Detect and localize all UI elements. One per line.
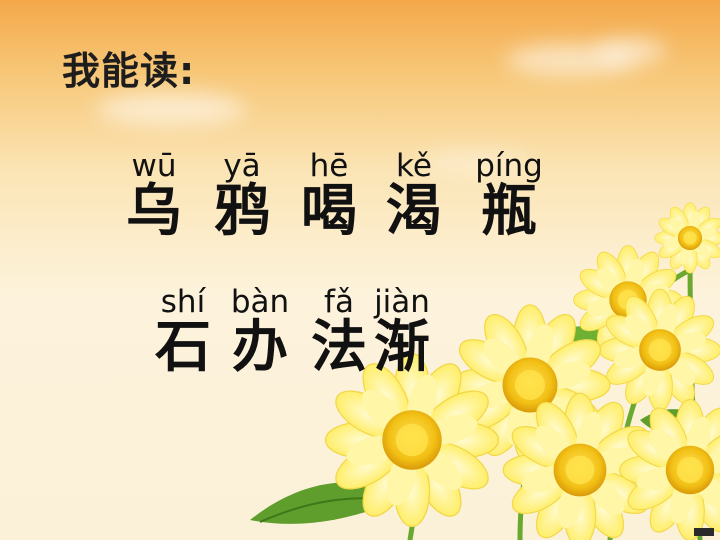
hanzi-character: 办	[232, 315, 288, 380]
word-cell-ke: kě 渴	[366, 150, 462, 242]
pinyin-label: shí	[160, 284, 206, 320]
hanzi-character: 石	[155, 315, 211, 380]
hanzi-character: 渐	[374, 315, 430, 380]
word-cell-jian: jiàn 渐	[354, 286, 450, 378]
pinyin-label: bàn	[230, 284, 290, 320]
cloud	[420, 150, 530, 174]
word-cell-ya: yā 鸦	[194, 150, 290, 242]
word-cell-fa: fǎ 法	[291, 286, 387, 378]
pinyin-label: hē	[309, 148, 349, 184]
pinyin-label: píng	[475, 148, 543, 184]
word-cell-ping: píng 瓶	[461, 150, 557, 242]
word-cell-he: hē 喝	[281, 150, 377, 242]
hanzi-character: 乌	[126, 179, 182, 244]
hanzi-character: 鸦	[214, 179, 270, 244]
pinyin-label: wū	[131, 148, 177, 184]
word-cell-shi: shí 石	[135, 286, 231, 378]
corner-watermark	[694, 528, 714, 536]
hanzi-character: 法	[311, 315, 367, 380]
word-cell-wu: wū 乌	[106, 150, 202, 242]
hanzi-character: 喝	[301, 179, 357, 244]
pinyin-label: fǎ	[324, 284, 354, 320]
pinyin-label: jiàn	[374, 284, 430, 320]
word-cell-ban: bàn 办	[212, 286, 308, 378]
hanzi-character: 渴	[386, 179, 442, 244]
pinyin-label: kě	[396, 148, 432, 184]
cloud	[596, 38, 666, 64]
pinyin-label: yā	[223, 148, 261, 184]
hanzi-character: 瓶	[481, 179, 537, 244]
page-title: 我能读:	[62, 49, 196, 93]
cloud	[96, 92, 246, 126]
